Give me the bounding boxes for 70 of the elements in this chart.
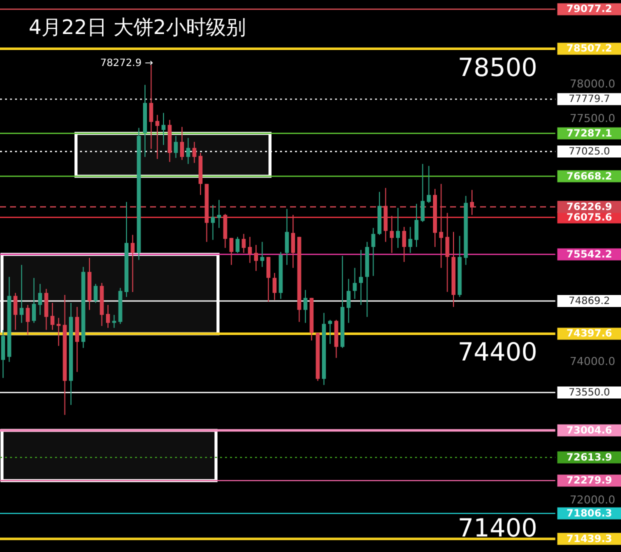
candlestick xyxy=(38,283,42,316)
y-tick-label: 77500.0 xyxy=(570,112,616,126)
candlestick xyxy=(248,236,252,264)
ref-line-label: 78507.2 xyxy=(566,44,612,55)
annotation: 78500 xyxy=(458,53,538,82)
candlestick xyxy=(192,141,196,164)
ref-line-label: 73550.0 xyxy=(568,388,610,399)
candlestick xyxy=(284,208,289,266)
ref-line-label: 71439.3 xyxy=(566,534,612,545)
candlestick xyxy=(272,272,277,300)
candlestick xyxy=(32,277,36,324)
candlestick xyxy=(210,204,215,240)
candlestick xyxy=(186,137,190,164)
ref-line-label: 74869.2 xyxy=(568,296,610,308)
candlestick xyxy=(56,317,61,346)
candlestick xyxy=(162,112,166,146)
ref-line-label: 72613.9 xyxy=(566,452,612,464)
ref-line-label: 76075.6 xyxy=(566,212,612,224)
ref-line-label: 71806.3 xyxy=(566,508,612,520)
candlestick xyxy=(106,304,110,328)
y-tick-label: 72000.0 xyxy=(570,493,616,506)
candlestick xyxy=(1,330,6,378)
candlestick xyxy=(13,292,18,330)
annotation: 71400 xyxy=(458,514,538,543)
candlestick xyxy=(242,233,246,254)
ref-line-label: 74397.6 xyxy=(566,328,612,340)
candlestick xyxy=(402,226,406,262)
candlestick xyxy=(390,215,394,254)
ref-line-label: 73004.6 xyxy=(566,425,612,436)
candlestick xyxy=(180,126,184,160)
candlestick xyxy=(112,314,116,328)
candlestick xyxy=(229,237,234,266)
candlestick xyxy=(174,135,178,158)
ref-line-label: 77287.1 xyxy=(566,128,612,140)
candlestick xyxy=(371,227,376,276)
annotation: 74400 xyxy=(458,338,538,367)
candlestick xyxy=(130,234,135,293)
candlestick xyxy=(236,236,240,254)
candlestick xyxy=(303,289,308,324)
candlestick xyxy=(223,213,228,248)
y-tick-label: 74000.0 xyxy=(570,354,616,368)
candlestick xyxy=(426,165,431,204)
candlestick xyxy=(260,241,264,268)
annotation: 78272.9 → xyxy=(100,58,154,69)
candlestick xyxy=(358,249,363,306)
text: 4月22日 大饼2小时级别 xyxy=(28,15,246,39)
candlestick xyxy=(408,226,412,254)
ref-line-label: 76668.2 xyxy=(566,171,612,182)
ref-line-label: 72279.9 xyxy=(566,476,612,487)
candlestick xyxy=(328,319,332,344)
candlestick xyxy=(445,212,450,292)
ref-line-label: 77025.0 xyxy=(568,146,610,158)
candlestick xyxy=(346,278,351,324)
candlestick xyxy=(20,264,24,324)
y-tick-label: 78000.0 xyxy=(570,77,616,90)
candlestick xyxy=(291,214,296,268)
candlestick xyxy=(149,64,154,150)
candlestick xyxy=(420,163,425,222)
ref-line-label: 79077.2 xyxy=(566,4,612,16)
ref-line-label: 77779.7 xyxy=(568,94,610,106)
candlestick xyxy=(266,256,270,302)
candlestick xyxy=(396,207,400,248)
candlestick xyxy=(217,199,222,228)
candlestick xyxy=(155,114,160,160)
ref-line-label: 75542.2 xyxy=(566,249,612,260)
ref-line-label: 76226.9 xyxy=(566,202,612,213)
candlestick xyxy=(94,283,98,304)
candlestick xyxy=(50,302,54,330)
candlestick xyxy=(414,203,418,248)
candlestick xyxy=(254,244,258,272)
